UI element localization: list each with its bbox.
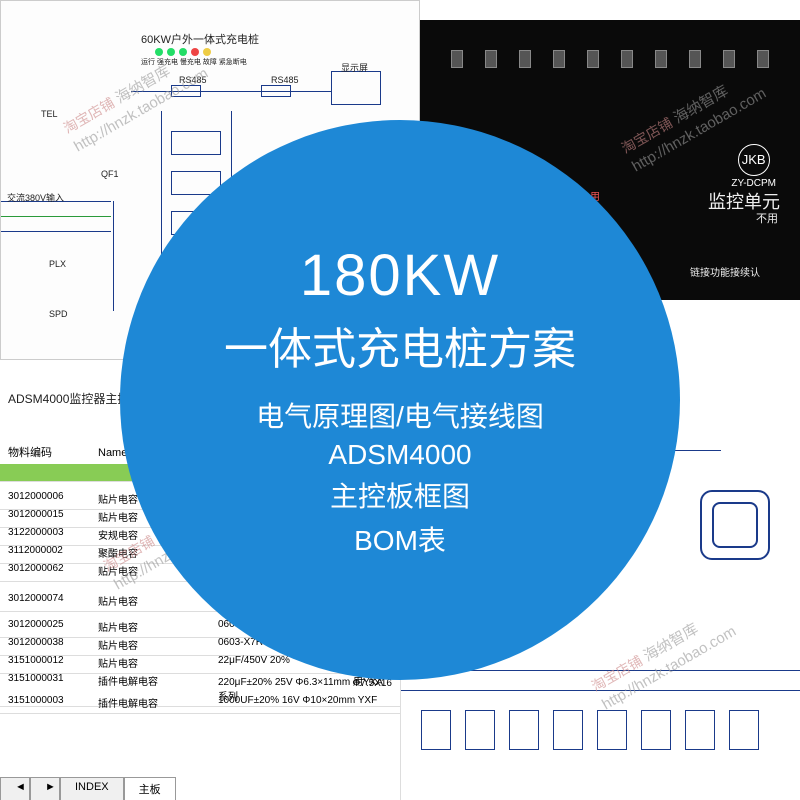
- tel-label: TEL: [41, 109, 58, 119]
- not-used: 不用: [756, 210, 778, 226]
- top-connectors: [440, 50, 780, 68]
- power-rating: 180KW: [300, 242, 500, 309]
- display-label: 显示屏: [341, 61, 368, 74]
- bottom-label-3: 链接功能接续认: [690, 264, 760, 279]
- table-row: 3151000003插件电解电容1000UF±20% 16V Φ10×20mm …: [0, 692, 400, 714]
- subtitle-2: ADSM4000: [328, 439, 471, 471]
- sheet-tabs[interactable]: ◄ ► INDEX 主板: [0, 777, 176, 800]
- subtitle-1: 电气原理图/电气接线图: [256, 395, 544, 435]
- tab-main[interactable]: 主板: [124, 777, 176, 800]
- display-box: [331, 71, 381, 105]
- product-title: 一体式充电桩方案: [224, 313, 576, 377]
- center-overlay-circle: 180KW 一体式充电桩方案 电气原理图/电气接线图 ADSM4000 主控板框…: [120, 120, 680, 680]
- spd-label: SPD: [49, 309, 68, 319]
- plx-label: PLX: [49, 259, 66, 269]
- chip-square: [700, 490, 770, 560]
- tab-index[interactable]: INDEX: [60, 777, 124, 800]
- subtitle-3: 主控板框图: [330, 475, 470, 515]
- port-label-2: RS485: [271, 75, 299, 85]
- qf1-label: QF1: [101, 169, 119, 179]
- brand-logo: JKB ZY-DCPM: [731, 144, 776, 189]
- component-row: [421, 710, 759, 750]
- subtitle-4: BOM表: [354, 519, 446, 559]
- input-label: 交流380V输入: [7, 191, 64, 204]
